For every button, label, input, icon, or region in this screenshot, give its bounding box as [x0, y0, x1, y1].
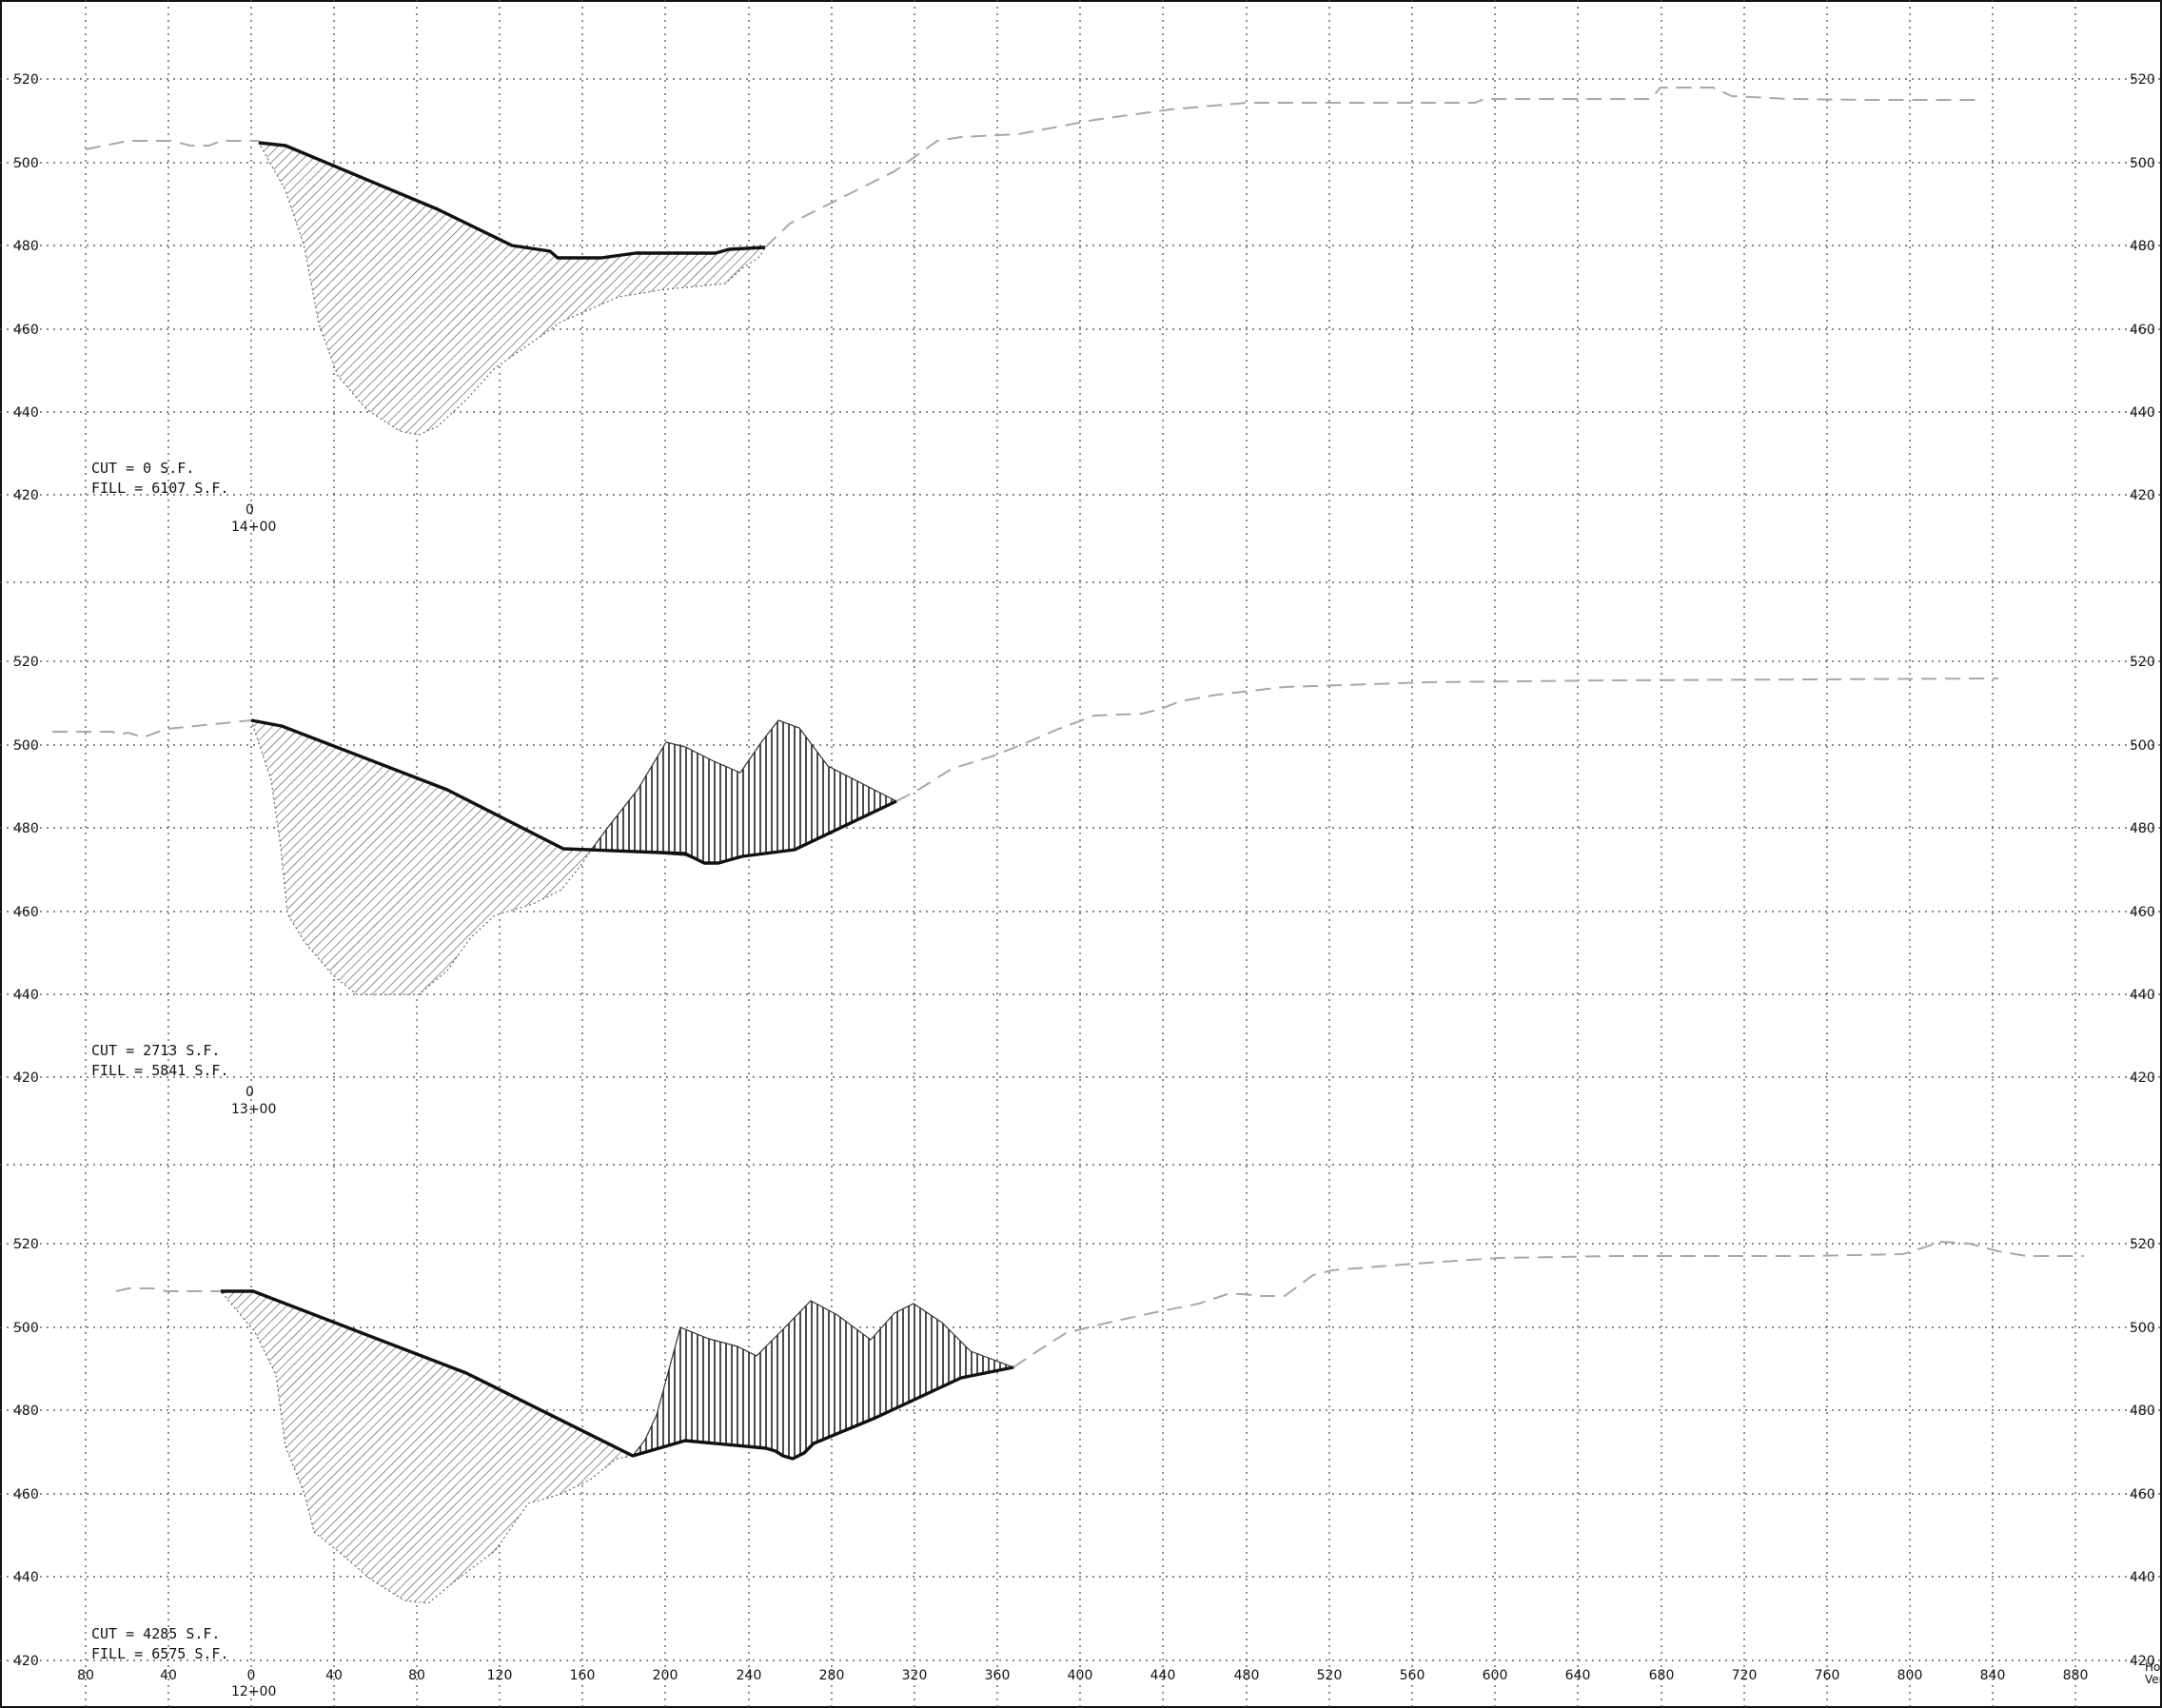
offset-tick-label: 40	[160, 1668, 177, 1683]
corner-scale-label-top: Ho	[2145, 1660, 2160, 1674]
offset-tick-label: 440	[1150, 1668, 1176, 1683]
offset-zero-label: 0	[246, 1085, 254, 1100]
elev-label-right: 440	[2130, 988, 2155, 1003]
station-label: 12+00	[231, 1684, 276, 1699]
elev-label-left: 500	[13, 738, 39, 754]
proposed-grade-line	[250, 718, 897, 865]
fill-area	[219, 1290, 635, 1604]
offset-tick-label: 280	[819, 1668, 845, 1683]
elev-label-left: 420	[13, 488, 39, 503]
elev-label-left: 420	[13, 1654, 39, 1669]
elev-label-left: 460	[13, 323, 39, 338]
elev-label-left: 480	[13, 1404, 39, 1419]
elev-label-left: 520	[13, 72, 39, 88]
station-label: 14+00	[231, 520, 276, 535]
offset-tick-label: 80	[77, 1668, 94, 1683]
section-12-elevations: 520 500 480 460 440 420 520 500 480 460 …	[13, 1237, 2155, 1669]
elev-label-left: 460	[13, 1487, 39, 1502]
offset-tick-label: 800	[1897, 1668, 1923, 1683]
fill-area	[257, 142, 767, 436]
elev-label-left: 480	[13, 821, 39, 836]
section-13-elevations: 520 500 480 460 440 420 520 500 480 460 …	[13, 655, 2155, 1086]
offset-tick-label: 760	[1815, 1668, 1840, 1683]
elev-label-right: 440	[2130, 1570, 2155, 1585]
elev-label-right: 520	[2130, 1237, 2155, 1252]
cut-volume-text: CUT = 4285 S.F.	[91, 1625, 220, 1642]
offset-tick-label: 240	[737, 1668, 762, 1683]
elev-label-right: 460	[2130, 905, 2155, 920]
elevation-labels: 520 500 480 460 440 420 520 500 480 460 …	[13, 72, 2155, 1669]
offset-tick-label: 360	[985, 1668, 1011, 1683]
proposed-grade-line	[258, 141, 766, 260]
offset-tick-label: 40	[325, 1668, 343, 1683]
fill-volume-text: FILL = 5841 S.F.	[91, 1062, 229, 1079]
elev-label-left: 440	[13, 988, 39, 1003]
elev-label-left: 520	[13, 655, 39, 670]
station-label: 13+00	[231, 1102, 276, 1117]
elev-label-left: 500	[13, 156, 39, 171]
cut-volume-text: CUT = 2713 S.F.	[91, 1042, 220, 1059]
cut-volume-text: CUT = 0 S.F.	[91, 460, 194, 477]
offset-tick-label: 200	[653, 1668, 678, 1683]
elev-label-left: 440	[13, 405, 39, 421]
fill-volume-text: FILL = 6575 S.F.	[91, 1645, 229, 1662]
fill-volume-text: FILL = 6107 S.F.	[91, 480, 229, 497]
offset-tick-label: 160	[570, 1668, 596, 1683]
cross-section-13-00: CUT = 2713 S.F. FILL = 5841 S.F. 0 13+00	[52, 677, 1999, 1117]
elev-label-right: 480	[2130, 1404, 2155, 1419]
offset-tick-label: 640	[1565, 1668, 1591, 1683]
elev-label-right: 420	[2130, 488, 2155, 503]
proposed-grade-line	[221, 1289, 1014, 1461]
elev-label-right: 440	[2130, 405, 2155, 421]
corner-scale-label-bottom: Ver	[2145, 1673, 2162, 1686]
offset-tick-label: 320	[902, 1668, 928, 1683]
cross-section-14-00: CUT = 0 S.F. FILL = 6107 S.F. 0 14+00	[85, 87, 1979, 535]
offset-tick-label: 600	[1483, 1668, 1508, 1683]
cross-section-12-00: CUT = 4285 S.F. FILL = 6575 S.F. 12+00	[91, 1240, 2084, 1699]
elev-label-right: 500	[2130, 156, 2155, 171]
offset-tick-label: 560	[1400, 1668, 1425, 1683]
offset-tick-label: 880	[2063, 1668, 2089, 1683]
elev-label-right: 420	[2130, 1070, 2155, 1086]
offset-tick-label: 480	[1234, 1668, 1260, 1683]
offset-axis: 80 40 0 40 80 120 160 200 240 280 320 36…	[77, 1660, 2162, 1686]
elev-label-right: 460	[2130, 1487, 2155, 1502]
elev-label-left: 420	[13, 1070, 39, 1086]
offset-zero-label: 0	[246, 502, 254, 518]
cut-area	[562, 719, 898, 864]
offset-tick-label: 720	[1732, 1668, 1758, 1683]
elev-label-left: 460	[13, 905, 39, 920]
fill-area	[250, 719, 594, 995]
offset-tick-label: 400	[1068, 1668, 1093, 1683]
elev-label-right: 520	[2130, 655, 2155, 670]
elev-label-right: 480	[2130, 821, 2155, 836]
elev-label-left: 440	[13, 1570, 39, 1585]
existing-ground-line	[52, 677, 1999, 802]
elev-label-left: 480	[13, 239, 39, 254]
offset-tick-label: 680	[1649, 1668, 1675, 1683]
section-14-elevations: 520 500 480 460 440 420 520 500 480 460 …	[13, 72, 2155, 503]
elev-label-right: 520	[2130, 72, 2155, 88]
elev-label-right: 500	[2130, 1321, 2155, 1336]
elev-label-right: 500	[2130, 738, 2155, 754]
elev-label-right: 480	[2130, 239, 2155, 254]
existing-ground-line	[85, 87, 1979, 248]
elev-label-right: 460	[2130, 323, 2155, 338]
offset-tick-label: 80	[408, 1668, 425, 1683]
existing-ground-line	[115, 1240, 2084, 1368]
elev-label-right: 420	[2130, 1654, 2155, 1669]
offset-tick-label: 840	[1980, 1668, 2006, 1683]
offset-tick-label: 120	[487, 1668, 513, 1683]
elev-label-left: 500	[13, 1321, 39, 1336]
offset-tick-label: 0	[247, 1668, 256, 1683]
elev-label-left: 520	[13, 1237, 39, 1252]
offset-tick-label: 520	[1317, 1668, 1343, 1683]
